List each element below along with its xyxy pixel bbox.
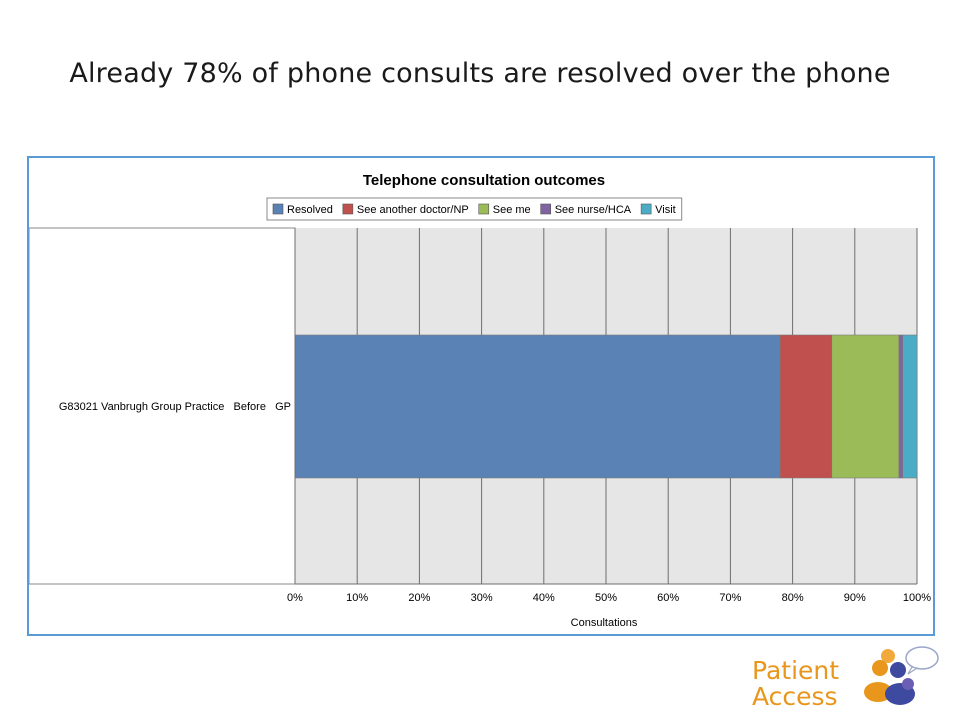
x-tick-label: 30% [471,592,493,604]
chart-frame: 0% 10% 20% 30% 40% 50% 60% 70% 80% 90% 100% Teleph… [27,156,935,636]
bar-see-me [831,334,900,479]
legend-swatch [478,203,490,215]
legend-box [266,197,683,221]
bar-visit [902,334,918,479]
logo-text-line2: Access [752,682,838,711]
x-tick-label: 90% [844,592,866,604]
x-tick-label: 20% [408,592,430,604]
people-chat-icon [864,646,939,705]
legend-swatch [540,203,551,215]
x-tick-label: 50% [595,592,617,604]
category-label: G83021 Vanbrugh Group Practice Before GP [59,401,291,413]
bar-see-nurse-hca [898,334,903,479]
legend: Resolved See another doctor/NP See me See n… [266,197,683,221]
legend-label: Resolved [287,204,333,216]
bar-see-another-doctor-np [779,334,833,479]
x-tick-label: 100% [903,592,931,604]
x-tick-label: 60% [657,592,679,604]
chart-title: Telephone consultation outcomes [363,172,605,189]
x-tick-label: 40% [533,592,555,604]
legend-label: See another doctor/NP [357,204,469,216]
legend-label: See nurse/HCA [555,204,632,216]
patient-access-logo: Patient Access [750,644,945,714]
bar-resolved [294,334,781,479]
x-tick-label: 70% [719,592,741,604]
logo-text-line1: Patient [752,656,840,685]
legend-label: Visit [655,204,676,216]
legend-label: See me [493,204,531,216]
legend-swatch [342,203,354,215]
x-tick-label: 0% [287,592,303,604]
x-tick-label: 10% [346,592,368,604]
legend-swatch [272,203,284,215]
slide-title: Already 78% of phone consults are resolv… [69,58,891,89]
category-area [29,227,296,585]
x-axis-title: Consultations [571,617,638,629]
legend-swatch [640,203,652,215]
x-tick-label: 80% [782,592,804,604]
chart: 0% 10% 20% 30% 40% 50% 60% 70% 80% 90% 100% Teleph… [29,172,931,629]
